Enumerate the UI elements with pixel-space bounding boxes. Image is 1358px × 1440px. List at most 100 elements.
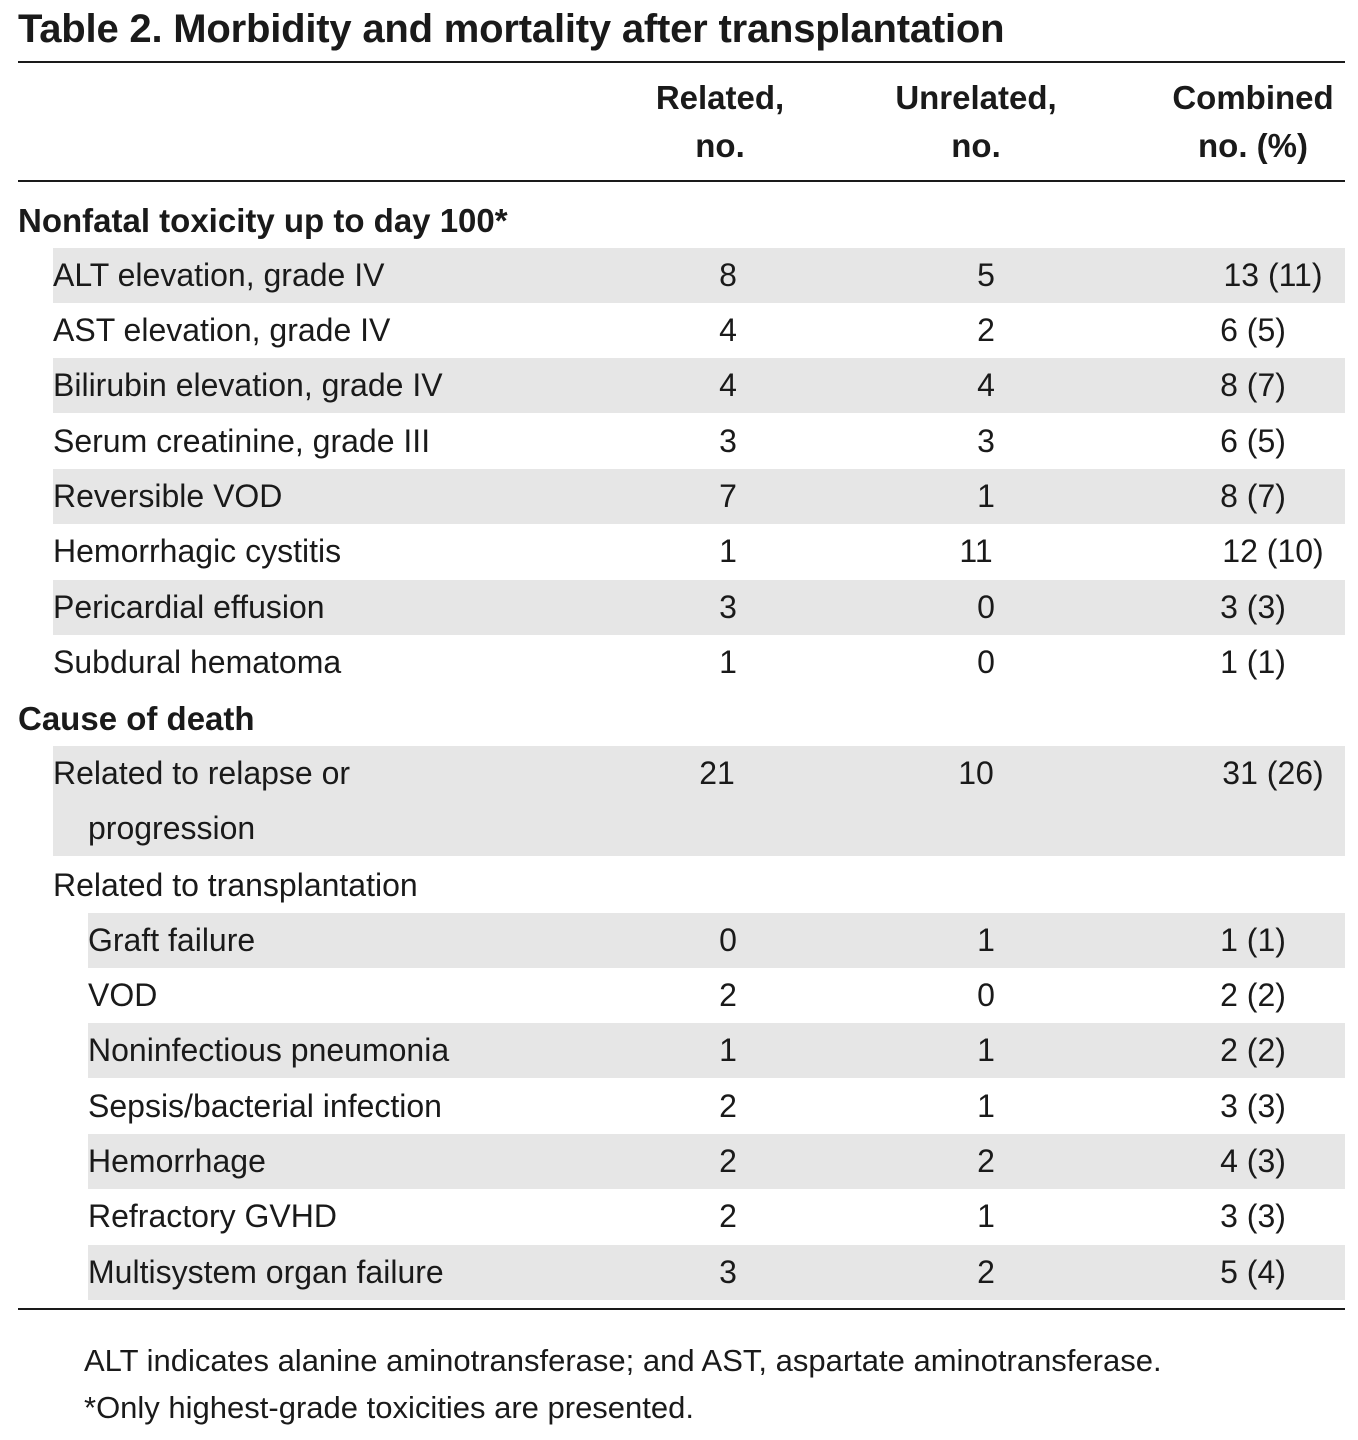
cell-unrelated: 1 [977,478,995,514]
row-label: Subdural hematoma [53,644,342,680]
cell-related: 0 [719,922,737,958]
table-row: ALT elevation, grade IV 8 5 13 (11) [53,248,1345,303]
cell-combined: 2 (2) [1220,1032,1286,1068]
cell-related: 8 [719,257,737,293]
cell-combined: 1 (1) [1220,644,1286,680]
row-label: Pericardial effusion [53,589,325,625]
column-header-combined-line1: Combined [1172,79,1334,116]
row-label: Hemorrhagic cystitis [53,533,342,569]
column-header-combined-line2: no. (%) [1198,127,1308,164]
cell-combined: 4 (3) [1220,1143,1286,1179]
row-label: VOD [88,977,158,1013]
cell-related: 2 [719,1143,737,1179]
table-row: Reversible VOD 7 1 8 (7) [53,469,1345,524]
table-row: Hemorrhage 2 2 4 (3) [88,1134,1345,1189]
row-label: Serum creatinine, grade III [53,423,431,459]
table-title: Table 2. Morbidity and mortality after t… [18,7,1005,51]
row-label: Hemorrhage [88,1143,266,1179]
table-row: Multisystem organ failure 3 2 5 (4) [88,1245,1345,1300]
row-label: Bilirubin elevation, grade IV [53,367,443,403]
cell-related: 4 [719,312,737,348]
cell-combined: 3 (3) [1220,589,1286,625]
section-heading-cause-of-death: Cause of death [18,700,255,737]
cell-unrelated: 0 [977,644,995,680]
cell-related: 1 [719,1032,737,1068]
table-row: Sepsis/bacterial infection 2 1 3 (3) [88,1079,1345,1134]
row-label: Refractory GVHD [88,1198,337,1234]
cell-related: 1 [719,533,737,569]
column-header-unrelated-line2: no. [951,127,1001,164]
cell-related: 3 [719,1254,737,1290]
table-row: Refractory GVHD 2 1 3 (3) [88,1189,1345,1244]
table-row: Hemorrhagic cystitis 1 11 12 (10) [53,524,1345,579]
cell-combined: 5 (4) [1220,1254,1286,1290]
cell-unrelated: 2 [977,1254,995,1290]
table-row: AST elevation, grade IV 4 2 6 (5) [53,303,1345,358]
row-label: ALT elevation, grade IV [53,257,385,293]
cell-unrelated: 3 [977,423,995,459]
cell-combined: 31 (26) [1222,755,1324,791]
header-rule [18,180,1345,182]
cell-unrelated: 5 [977,257,995,293]
column-header-related-line1: Related, [655,79,785,116]
column-header-combined: Combined no. (%) [1150,74,1356,170]
table-row: Serum creatinine, grade III 3 3 6 (5) [53,414,1345,469]
section-heading-nonfatal-toxicity: Nonfatal toxicity up to day 100* [18,202,508,239]
cell-combined: 12 (10) [1222,533,1324,569]
cell-combined: 13 (11) [1223,257,1323,293]
cell-unrelated: 0 [977,589,995,625]
cell-combined: 3 (3) [1220,1198,1286,1234]
column-header-related-line2: no. [695,127,745,164]
row-label-line2: progression [88,810,256,846]
column-header-related: Related, no. [620,74,820,170]
cell-unrelated: 1 [977,922,995,958]
table-row: Bilirubin elevation, grade IV 4 4 8 (7) [53,358,1345,413]
cell-related: 3 [719,423,737,459]
row-label: Reversible VOD [53,478,283,514]
cell-related: 3 [719,589,737,625]
row-label: Sepsis/bacterial infection [88,1088,442,1124]
row-label: Graft failure [88,922,256,958]
cell-combined: 1 (1) [1220,922,1286,958]
cell-related: 2 [719,1088,737,1124]
cell-combined: 3 (3) [1220,1088,1286,1124]
cell-combined: 6 (5) [1220,423,1286,459]
row-label-line1: Related to relapse or [53,755,351,791]
cell-related: 2 [719,1198,737,1234]
row-label: Multisystem organ failure [88,1254,444,1290]
subheading-related-to-transplantation: Related to transplantation [53,858,1345,913]
cell-combined: 6 (5) [1220,312,1286,348]
table-row-relapse: Related to relapse or progression 21 10 … [53,746,1345,856]
cell-combined: 8 (7) [1220,367,1286,403]
cell-unrelated: 0 [977,977,995,1013]
cell-unrelated: 4 [977,367,995,403]
row-label: Noninfectious pneumonia [88,1032,450,1068]
bottom-rule [18,1308,1345,1310]
column-header-unrelated: Unrelated, no. [866,74,1086,170]
row-label: AST elevation, grade IV [53,312,391,348]
cell-related: 21 [699,755,735,791]
footnote-abbreviations: ALT indicates alanine aminotransferase; … [84,1343,1162,1378]
table-row: Pericardial effusion 3 0 3 (3) [53,580,1345,635]
top-rule [18,61,1345,63]
footnote-highest-grade: *Only highest-grade toxicities are prese… [84,1390,694,1425]
cell-unrelated: 1 [977,1198,995,1234]
row-label: Related to transplantation [53,867,418,903]
cell-related: 2 [719,977,737,1013]
cell-combined: 8 (7) [1220,478,1286,514]
cell-unrelated: 11 [959,533,993,569]
row-label: Related to relapse or progression [53,746,350,856]
cell-related: 4 [719,367,737,403]
cell-unrelated: 10 [958,755,994,791]
cell-unrelated: 1 [977,1032,995,1068]
cell-unrelated: 1 [977,1088,995,1124]
table-row: Subdural hematoma 1 0 1 (1) [53,635,1345,690]
column-header-unrelated-line1: Unrelated, [895,79,1057,116]
table-row: Noninfectious pneumonia 1 1 2 (2) [88,1023,1345,1078]
cell-combined: 2 (2) [1220,977,1286,1013]
cell-unrelated: 2 [977,312,995,348]
table-row: VOD 2 0 2 (2) [88,968,1345,1023]
cell-related: 1 [719,644,737,680]
table-row: Graft failure 0 1 1 (1) [88,913,1345,968]
cell-related: 7 [719,478,737,514]
